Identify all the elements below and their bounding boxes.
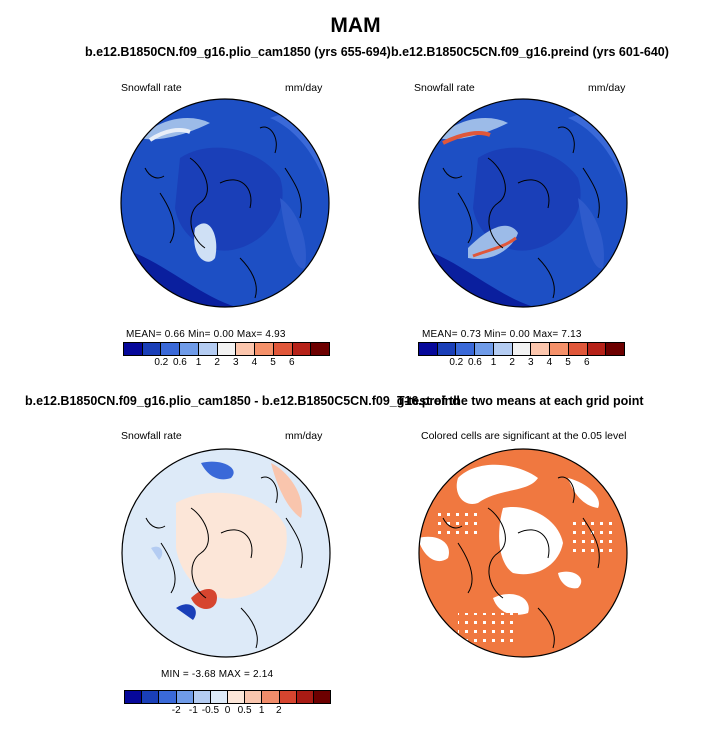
colorbar-2-tick-label: 0.2 [449, 357, 464, 368]
panel-2-variable: Snowfall rate [414, 82, 475, 94]
colorbar-1-box-10 [310, 343, 330, 355]
panel-3-stats: MIN = -3.68 MAX = 2.14 [161, 669, 274, 680]
colorbar-2-box-3 [474, 343, 493, 355]
panel-2-units: mm/day [588, 82, 626, 94]
panel-4-title: T-test of the two means at each grid poi… [397, 394, 644, 408]
panel-4-map [418, 448, 628, 658]
colorbar-3-box-5 [209, 691, 228, 703]
colorbar-3-box-6 [227, 691, 245, 703]
colorbar-2-tick-label: 4 [546, 357, 553, 368]
panel-1-units: mm/day [285, 82, 323, 94]
colorbar-3-box-8 [261, 691, 279, 703]
colorbar-1-box-9 [291, 343, 311, 355]
colorbar-1-tick-label: 1 [195, 357, 202, 368]
colorbar-3-tick-label: -1 [188, 705, 198, 716]
colorbar-3-box-7 [244, 691, 262, 703]
colorbar-3-tick-label: -0.5 [201, 705, 220, 716]
colorbar-3-box-1 [141, 691, 159, 703]
colorbar-1-box-8 [272, 343, 292, 355]
colorbar-1-box-4 [197, 343, 217, 355]
colorbar-2-box-1 [436, 343, 456, 355]
colorbar-1-tick-label: 0.6 [172, 357, 187, 368]
colorbar-2-box-7 [549, 343, 568, 355]
colorbar-2-tick-label: 2 [509, 357, 515, 368]
panel-3-map [121, 448, 331, 658]
colorbar-1-box-5 [216, 343, 236, 355]
colorbar-3-tick-label: 1 [258, 705, 265, 716]
panel-3-title: b.e12.B1850CN.f09_g16.plio_cam1850 - b.e… [25, 394, 460, 408]
colorbar-2-tick-label: 1 [490, 357, 497, 368]
colorbar-2-box-10 [605, 343, 625, 355]
panel-2-title: b.e12.B1850C5CN.f09_g16.preind (yrs 601-… [391, 45, 669, 59]
panel-1-stats: MEAN= 0.66 Min= 0.00 Max= 4.93 [126, 329, 286, 340]
colorbar-3-box-3 [175, 691, 193, 703]
colorbar-3-tick-label: 0 [224, 705, 231, 716]
colorbar-2-box-5 [511, 343, 531, 355]
colorbar-3-box-0 [125, 691, 142, 703]
colorbar-2-tick-label: 0.6 [467, 357, 482, 368]
colorbar-3-tick-label: -2 [171, 705, 181, 716]
colorbar-2-box-6 [530, 343, 550, 355]
colorbar-1-box-0 [124, 343, 142, 355]
panel-2-stats: MEAN= 0.73 Min= 0.00 Max= 7.13 [422, 329, 582, 340]
panel-2-map [418, 98, 628, 308]
panel-1-variable: Snowfall rate [121, 82, 182, 94]
colorbar-1-box-6 [235, 343, 255, 355]
colorbar-1-tick-label: 4 [251, 357, 258, 368]
panel-4-note: Colored cells are significant at the 0.0… [421, 430, 627, 442]
colorbar-1-box-7 [254, 343, 273, 355]
colorbar-1-box-3 [179, 343, 198, 355]
panel-1-map [120, 98, 330, 308]
colorbar-1-tick-label: 0.2 [154, 357, 169, 368]
panel-1-colorbar [123, 342, 330, 356]
colorbar-1-tick-label: 3 [233, 357, 239, 368]
figure-title: MAM [330, 14, 381, 37]
colorbar-3-tick-label: 0.5 [237, 705, 252, 716]
panel-3-colorbar [124, 690, 331, 704]
panel-2-colorbar [418, 342, 625, 356]
colorbar-3-box-10 [295, 691, 313, 703]
colorbar-2-tick-label: 3 [528, 357, 534, 368]
colorbar-3-box-2 [158, 691, 176, 703]
colorbar-3-box-4 [192, 691, 210, 703]
colorbar-1-box-1 [141, 343, 161, 355]
colorbar-2-box-9 [586, 343, 606, 355]
colorbar-1-tick-label: 5 [270, 357, 276, 368]
colorbar-2-tick-label: 6 [583, 357, 590, 368]
colorbar-1-box-2 [160, 343, 180, 355]
colorbar-3-box-11 [312, 691, 331, 703]
colorbar-2-tick-label: 5 [565, 357, 571, 368]
colorbar-2-box-0 [419, 343, 437, 355]
colorbar-2-box-4 [492, 343, 512, 355]
panel-3-variable: Snowfall rate [121, 430, 182, 442]
colorbar-2-box-2 [455, 343, 475, 355]
colorbar-3-box-9 [278, 691, 296, 703]
panel-1-title: b.e12.B1850CN.f09_g16.plio_cam1850 (yrs … [85, 45, 391, 59]
colorbar-2-box-8 [567, 343, 587, 355]
panel-3-units: mm/day [285, 430, 323, 442]
colorbar-1-tick-label: 2 [214, 357, 220, 368]
colorbar-1-tick-label: 6 [288, 357, 295, 368]
colorbar-3-tick-label: 2 [275, 705, 282, 716]
